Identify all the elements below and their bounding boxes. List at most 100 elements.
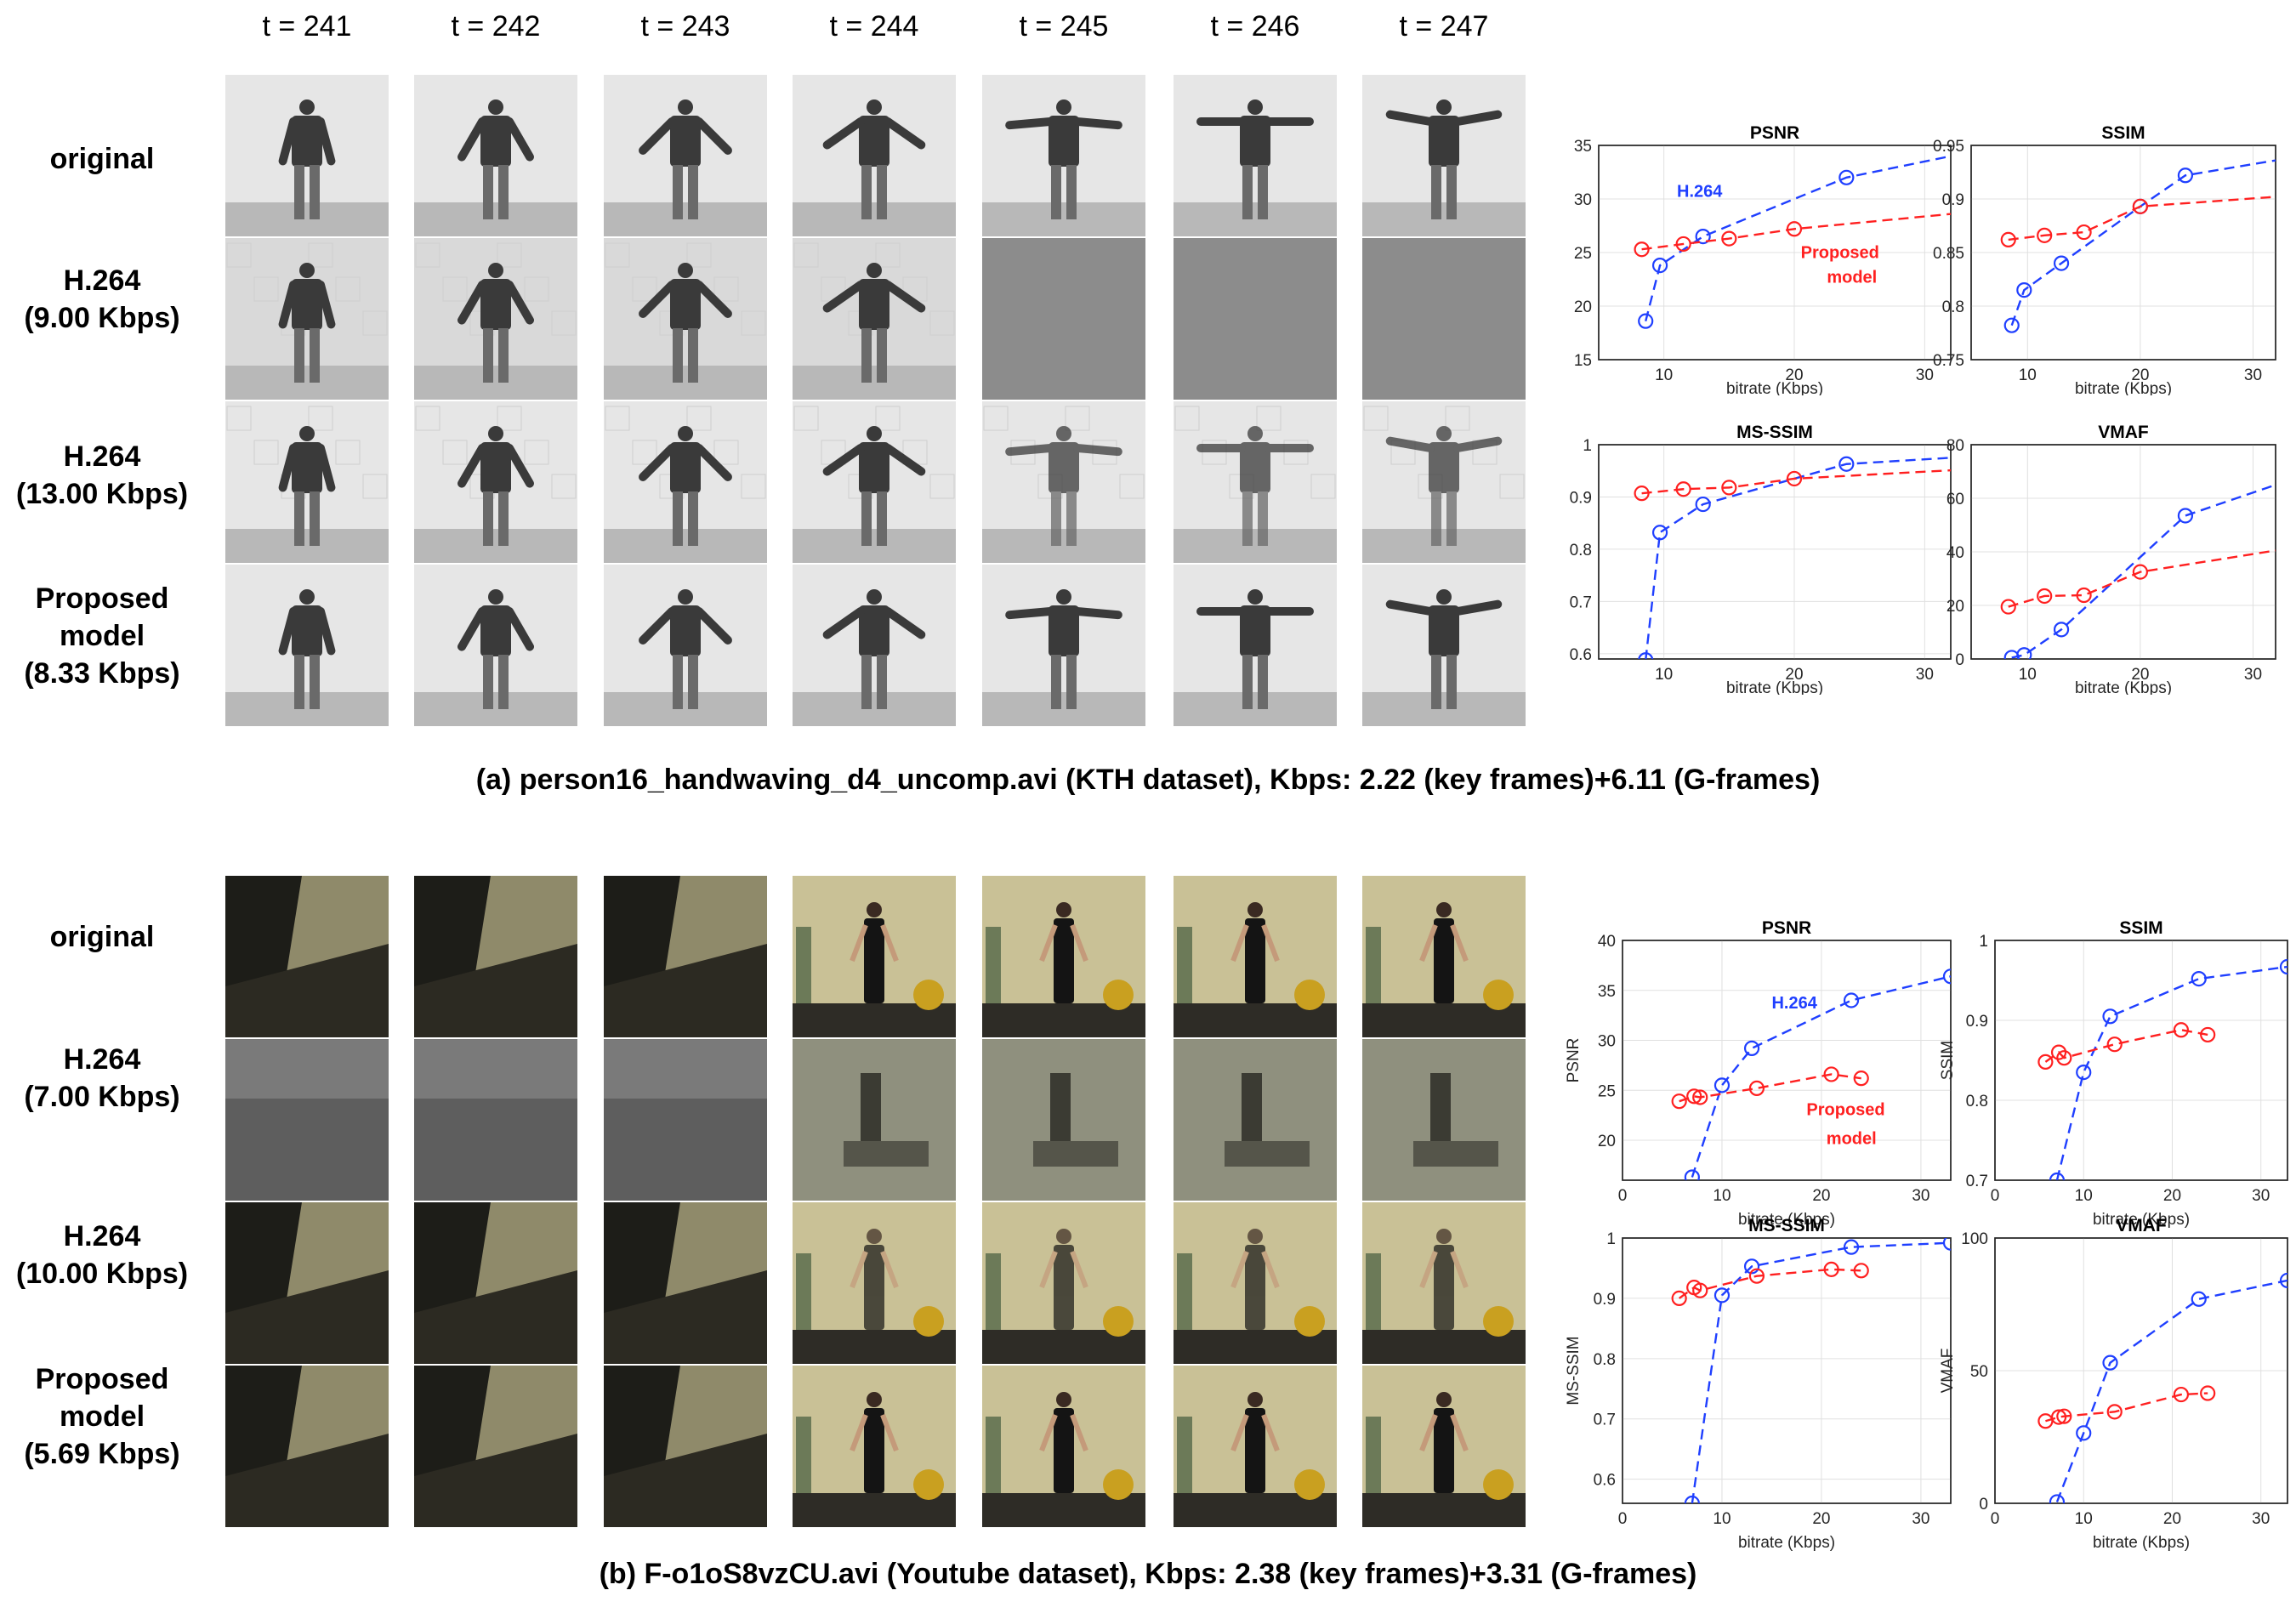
y-tick-label: 50 <box>1970 1363 1988 1381</box>
frame-a-r3-c2 <box>414 401 577 563</box>
x-axis-label: bitrate (Kbps) <box>2093 1534 2190 1552</box>
y-tick-label: 0.75 <box>1933 352 1964 370</box>
data-point <box>1634 486 1650 502</box>
frame-b-r4-c3 <box>604 1366 767 1527</box>
x-tick-label: 30 <box>1916 666 1934 684</box>
frame-b-r3-c3 <box>604 1202 767 1364</box>
data-point <box>1692 1089 1708 1105</box>
x-tick-label: 10 <box>2075 1187 2093 1205</box>
frame-b-r3-c4 <box>793 1202 956 1364</box>
data-point <box>2106 1037 2123 1053</box>
chart-psnr-1: PSNR 10 20 30 15 20 25 30 35 bitrate (Kbps) H.264 P… <box>1574 123 1952 395</box>
frame-b-r1-c6 <box>1174 876 1337 1037</box>
y-tick-label: 1 <box>1583 437 1592 455</box>
frame-a-r4-c2 <box>414 565 577 726</box>
chart-ms-ssim-7: MS-SSIM 0 10 20 30 0.6 0.7 0.8 0.9 1 bitrate (Kbps… <box>1565 1216 1952 1552</box>
y-tick-label: 0.7 <box>1966 1173 1988 1190</box>
chart-ssim-6: SSIM 0 10 20 30 0.7 0.8 0.9 1 bitrate (Kbps) SSIM <box>1939 918 2288 1229</box>
data-point <box>2191 1291 2207 1307</box>
series-line-proposed <box>1641 469 1951 495</box>
chart-title: MS-SSIM <box>1736 423 1813 442</box>
frame-a-r4-c3 <box>604 565 767 726</box>
row-label-a-proposed: Proposed model (8.33 Kbps) <box>24 582 180 690</box>
plot-frame <box>1598 145 1952 361</box>
x-tick-label: 20 <box>1785 666 1803 684</box>
frame-a-r4-c1 <box>225 565 389 726</box>
row-label-a-original: original <box>49 143 155 175</box>
data-point <box>2076 587 2092 604</box>
data-point <box>1843 1239 1860 1255</box>
frame-a-r4-c7 <box>1362 565 1526 726</box>
data-point <box>1942 1238 1951 1251</box>
x-axis-label: bitrate (Kbps) <box>2075 380 2172 395</box>
data-point <box>2279 1272 2287 1289</box>
x-tick-label: 20 <box>2163 1187 2181 1205</box>
series-line-proposed <box>2008 196 2276 241</box>
y-tick-label: 80 <box>1946 437 1964 455</box>
frame-b-r3-c1 <box>225 1202 389 1364</box>
frame-a-r1-c5 <box>982 75 1145 236</box>
time-label-2: t = 242 <box>451 10 541 43</box>
data-point <box>1786 221 1803 237</box>
frame-a-r3-c3 <box>604 401 767 563</box>
x-tick-label: 10 <box>2019 666 2037 684</box>
series-line-proposed <box>2044 1029 2208 1063</box>
y-tick-label: 15 <box>1574 352 1592 370</box>
data-point <box>1743 1040 1760 1056</box>
row-label-a-h264-low: H.264 (9.00 Kbps) <box>24 264 180 334</box>
series-line-proposed <box>1678 1268 1861 1299</box>
data-point <box>2056 1408 2072 1424</box>
frame-b-r4-c2 <box>414 1366 577 1527</box>
series-line-proposed <box>2008 549 2276 608</box>
plot-area <box>1622 940 1952 1181</box>
x-axis-label: bitrate (Kbps) <box>2093 1211 2190 1229</box>
y-tick-label: 100 <box>1961 1230 1988 1248</box>
x-tick-label: 0 <box>1991 1510 2000 1528</box>
x-axis-label: bitrate (Kbps) <box>1738 1534 1835 1552</box>
chart-annotation: model <box>1827 1130 1877 1149</box>
time-label-4: t = 244 <box>829 10 919 43</box>
data-point <box>1671 1093 1687 1110</box>
frame-a-r4-c6 <box>1174 565 1337 726</box>
x-tick-label: 30 <box>2244 666 2262 684</box>
y-tick-label: 25 <box>1598 1082 1616 1100</box>
y-tick-label: 30 <box>1598 1033 1616 1051</box>
caption-b: (b) F-o1oS8vzCU.avi (Youtube dataset), K… <box>599 1558 1697 1590</box>
data-point <box>2279 958 2287 975</box>
data-point <box>1695 496 1711 513</box>
chart-ms-ssim-3: MS-SSIM 10 20 30 0.6 0.7 0.8 0.9 1 bitrate (Kbps) <box>1570 423 1952 695</box>
data-point <box>1651 525 1668 541</box>
data-point <box>1695 229 1711 245</box>
y-tick-label: 0.6 <box>1570 646 1592 664</box>
frame-a-r2-c5 <box>982 238 1145 400</box>
y-tick-label: 25 <box>1574 245 1592 263</box>
frame-b-r4-c6 <box>1174 1366 1337 1527</box>
frame-a-r3-c6 <box>1174 401 1337 563</box>
plot-area <box>1994 940 2288 1181</box>
data-point <box>1786 470 1803 487</box>
x-tick-label: 10 <box>1713 1187 1731 1205</box>
y-tick-label: 30 <box>1574 191 1592 209</box>
data-point <box>2037 588 2053 605</box>
data-point <box>1638 652 1654 659</box>
data-point <box>1713 1077 1731 1093</box>
data-point <box>1748 1268 1765 1284</box>
y-tick-label: 0.95 <box>1933 138 1964 156</box>
time-label-1: t = 241 <box>262 10 352 43</box>
series-line-h264 <box>2055 965 2287 1180</box>
x-tick-label: 30 <box>2252 1510 2270 1528</box>
data-point <box>1671 1290 1687 1307</box>
chart-title: PSNR <box>1750 123 1799 143</box>
data-point <box>1721 480 1737 496</box>
frame-a-r2-c7 <box>1362 238 1526 400</box>
x-tick-label: 30 <box>1912 1510 1929 1528</box>
chart-title: MS-SSIM <box>1748 1216 1825 1235</box>
data-point <box>1651 258 1668 274</box>
x-axis-label: bitrate (Kbps) <box>1726 679 1823 695</box>
frame-a-r1-c1 <box>225 75 389 236</box>
frame-a-r2-c4 <box>793 238 956 400</box>
x-tick-label: 0 <box>1618 1187 1628 1205</box>
x-tick-label: 0 <box>1618 1510 1628 1528</box>
data-point <box>1684 1495 1700 1503</box>
data-point <box>1686 1088 1702 1105</box>
